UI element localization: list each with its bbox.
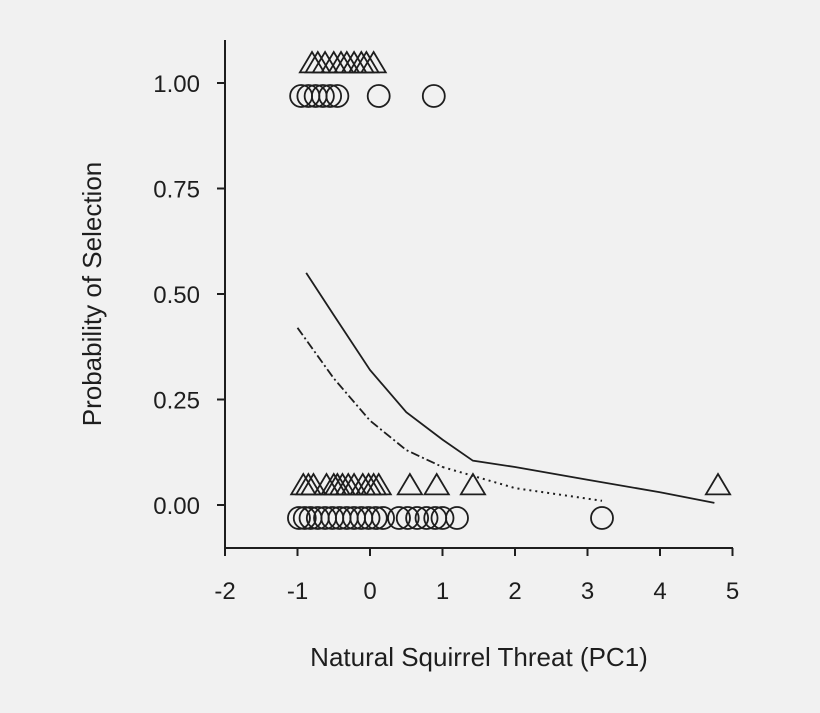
x-tick-label: -2 xyxy=(214,578,235,605)
circle-point xyxy=(421,84,446,108)
y-axis-title: Probability of Selection xyxy=(77,162,107,426)
circle-point xyxy=(590,506,614,530)
fitted-line-dash-dot xyxy=(296,327,443,468)
triangle-point xyxy=(423,472,451,496)
y-tick-label: 0.50 xyxy=(153,282,200,309)
x-tick-label: 0 xyxy=(363,578,376,605)
circle-point xyxy=(366,84,391,108)
circle-point xyxy=(310,84,335,108)
x-tick-label: 3 xyxy=(581,578,594,605)
circle-point xyxy=(356,506,381,530)
circle-point xyxy=(445,506,469,530)
x-tick-label: 4 xyxy=(653,578,666,605)
circle-point xyxy=(387,506,411,530)
circle-point xyxy=(395,506,420,530)
y-tick-label: 0.75 xyxy=(153,177,200,204)
triangle-point xyxy=(365,472,393,496)
circle-point xyxy=(363,506,388,530)
triangle-point xyxy=(459,472,487,496)
y-tick-label: 0.25 xyxy=(153,388,200,415)
fitted-line-solid xyxy=(305,272,715,504)
triangle-point xyxy=(704,472,732,496)
circle-point xyxy=(318,84,343,108)
circle-point xyxy=(430,506,455,530)
circle-point xyxy=(405,506,430,530)
triangle-point xyxy=(396,472,424,496)
x-axis-title: Natural Squirrel Threat (PC1) xyxy=(310,642,648,672)
x-tick-label: 2 xyxy=(508,578,521,605)
plot-area xyxy=(287,50,732,530)
circle-point xyxy=(292,506,317,530)
triangle-point xyxy=(359,50,388,74)
y-tick-label: 1.00 xyxy=(153,71,200,98)
circle-point xyxy=(371,506,395,530)
circle-point xyxy=(287,506,311,530)
fitted-line-dotted xyxy=(442,466,603,502)
x-tick-label: 5 xyxy=(726,578,739,605)
circle-point xyxy=(325,84,350,108)
x-tick-label: 1 xyxy=(436,578,449,605)
ticks: -2 -1 0 1 2 3 4 5 0.00 0.25 0.50 0.75 1.00 xyxy=(153,71,739,605)
x-tick-label: -1 xyxy=(287,578,308,605)
y-tick-label: 0.00 xyxy=(153,493,200,520)
circle-point xyxy=(414,506,439,530)
